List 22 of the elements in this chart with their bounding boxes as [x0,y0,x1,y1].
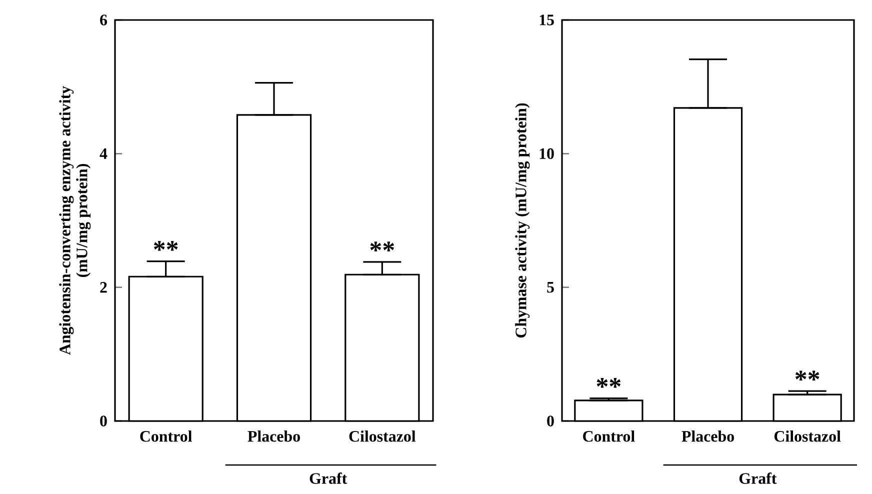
y-axis-title: Chymase activity (mU/mg protein) [515,103,530,338]
x-tick-label: Cilostazol [774,430,841,442]
x-tick-label: Control [140,430,192,442]
x-tick-label: Control [583,430,635,442]
y-tick-label: 2 [100,282,107,293]
y-tick-label: 0 [100,416,107,426]
annotation: ** [795,370,820,381]
y-axis-title: Angiotensin-converting enzyme activity (mU/mg protein) [59,86,91,355]
x-tick-label: Placebo [682,430,734,442]
annotation: ** [370,242,394,252]
y-tick-label: 15 [540,14,554,26]
y-tick-label: 6 [100,14,108,26]
x-tick-label: Placebo [248,430,300,442]
annotation: ** [154,240,178,251]
y-tick-label: 4 [100,148,108,159]
x-tick-label: Cilostazol [349,430,416,442]
y-tick-label: 10 [540,148,554,160]
y-tick-label: 5 [547,282,554,293]
annotation: ** [596,378,621,388]
text: Graft [739,472,777,484]
text: Graft [310,472,348,484]
y-tick-label: 0 [547,416,554,426]
